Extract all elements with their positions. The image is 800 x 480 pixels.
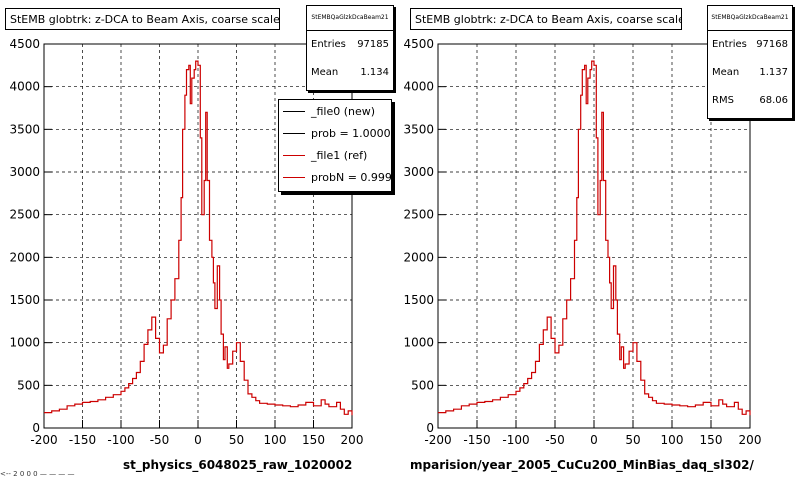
left-panel: -200 -150 -100 -50 0 50 100 150 200 0 500 1000 1500 2…	[5, 5, 394, 472]
x-tick-label: -200	[424, 433, 451, 447]
x-tick-label: -150	[463, 433, 490, 447]
y-tick-label: 3500	[9, 122, 40, 136]
y-tick-label: 1000	[403, 336, 434, 350]
y-tick-label: 2000	[403, 250, 434, 264]
left-legend: _file0 (new) prob = 1.000000 _file1 (ref…	[278, 99, 392, 192]
legend-swatch	[283, 132, 305, 134]
series-line	[44, 60, 353, 416]
right-stats-box: StEMBQaGlzkDcaBeam21 Entries 97168 Mean 1.…	[707, 5, 793, 119]
legend-item-file0: _file0 (new)	[279, 100, 391, 122]
x-tick-label: -50	[545, 433, 565, 447]
y-tick-label: 3000	[403, 165, 434, 179]
left-stats-mean: Mean 1.134	[311, 67, 389, 78]
legend-swatch	[283, 110, 305, 112]
x-tick-label: -100	[502, 433, 529, 447]
x-tick-label: 50	[625, 433, 640, 447]
left-title: StEMB globtrk: z-DCA to Beam Axis, coars…	[5, 8, 280, 30]
legend-item-file1: _file1 (ref)	[279, 144, 391, 166]
y-tick-label: 3000	[9, 165, 40, 179]
x-tick-label: -200	[30, 433, 57, 447]
y-tick-label: 0	[426, 421, 434, 435]
legend-swatch	[283, 154, 305, 156]
y-tick-label: 500	[411, 378, 434, 392]
right-stats-rms: RMS 68.06	[712, 95, 788, 106]
right-stats-mean: Mean 1.137	[712, 67, 788, 78]
right-title: StEMB globtrk: z-DCA to Beam Axis, coars…	[410, 8, 682, 30]
legend-swatch	[283, 176, 305, 178]
series-line	[438, 60, 751, 416]
y-tick-label: 4000	[403, 80, 434, 94]
right-plot: -200 -150 -100 -50 0 50 100 150 2000500100015002…	[403, 37, 762, 447]
x-tick-label: 0	[194, 433, 202, 447]
x-tick-label: 0	[590, 433, 598, 447]
y-tick-label: 2500	[9, 208, 40, 222]
y-tick-label: 3500	[403, 122, 434, 136]
right-panel: -200 -150 -100 -50 0 50 100 150 200 0 500 1000 1500 2…	[400, 0, 800, 480]
y-tick-label: 1000	[9, 336, 40, 350]
x-tick-label: -150	[69, 433, 96, 447]
y-tick-label: 2000	[9, 250, 40, 264]
x-tick-label: 100	[264, 433, 287, 447]
y-tick-label: 4000	[9, 80, 40, 94]
x-tick-label: 50	[229, 433, 244, 447]
legend-item-prob: prob = 1.000000	[279, 122, 391, 144]
left-plot: -200 -150 -100 -50 0 50 100 150 2000500100015002…	[9, 37, 364, 447]
right-stats-name: StEMBQaGlzkDcaBeam21	[708, 6, 792, 31]
y-tick-label: 1500	[403, 293, 434, 307]
right-stats-entries: Entries 97168	[712, 39, 788, 50]
x-tick-label: 150	[700, 433, 723, 447]
y-tick-label: 500	[17, 378, 40, 392]
left-xlabel: st_physics_6048025_raw_1020002	[123, 458, 353, 472]
legend-item-probN: probN = 0.999601	[279, 166, 391, 188]
left-stats-box: StEMBQaGlzkDcaBeam21 Entries 97185 Mean 1.…	[306, 5, 394, 91]
left-stats-entries: Entries 97185	[311, 39, 389, 50]
x-tick-label: 200	[341, 433, 364, 447]
left-stats-name: StEMBQaGlzkDcaBeam21	[307, 6, 393, 31]
y-tick-label: 4500	[9, 37, 40, 51]
y-tick-label: 0	[32, 421, 40, 435]
y-tick-label: 1500	[9, 293, 40, 307]
x-tick-label: 150	[302, 433, 325, 447]
x-tick-label: -100	[107, 433, 134, 447]
x-tick-label: -50	[150, 433, 170, 447]
right-xlabel: mparision/year_2005_CuCu200_MinBias_daq_…	[410, 458, 754, 472]
x-tick-label: 200	[739, 433, 762, 447]
x-tick-label: 100	[661, 433, 684, 447]
y-tick-label: 2500	[403, 208, 434, 222]
y-tick-label: 4500	[403, 37, 434, 51]
footer-text: <-- 2 0 0 0 — — — —	[0, 470, 75, 478]
